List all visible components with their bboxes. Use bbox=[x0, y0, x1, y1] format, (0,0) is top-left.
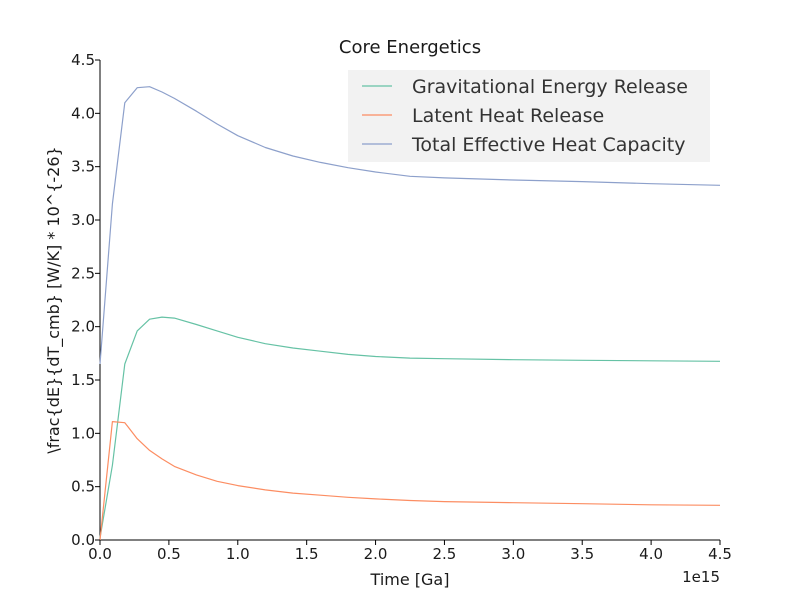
x-axis-offset-label: 1e15 bbox=[682, 568, 720, 586]
legend-entries: Gravitational Energy Release Latent Heat … bbox=[362, 76, 688, 156]
legend-box bbox=[348, 70, 710, 162]
x-tick-label: 0.5 bbox=[157, 545, 181, 563]
y-tick-label: 1.5 bbox=[71, 371, 95, 389]
y-tick-label: 3.5 bbox=[71, 158, 95, 176]
y-tick-label: 4.0 bbox=[71, 104, 95, 122]
x-tick-label: 1.5 bbox=[295, 545, 319, 563]
legend: Gravitational Energy Release Latent Heat … bbox=[348, 70, 710, 162]
x-tick-label: 4.5 bbox=[708, 545, 732, 563]
y-tick-label: 0.0 bbox=[71, 531, 95, 549]
x-tick-label: 3.0 bbox=[501, 545, 525, 563]
series-line-0 bbox=[99, 316, 721, 539]
x-tick-label: 0.0 bbox=[88, 545, 112, 563]
x-tick-label: 2.0 bbox=[364, 545, 388, 563]
x-tick-label: 3.5 bbox=[570, 545, 594, 563]
y-tick-label: 0.5 bbox=[71, 478, 95, 496]
series-line-2 bbox=[99, 86, 721, 365]
legend-label-0: Gravitational Energy Release bbox=[412, 76, 688, 98]
x-tick-group: 0.0 0.5 1.0 1.5 2.0 2.5 3.0 3.5 4.0 4.5 bbox=[88, 540, 732, 563]
y-tick-label: 3.0 bbox=[71, 211, 95, 229]
y-tick-group: 0.0 0.5 1.0 1.5 2.0 2.5 3.0 3.5 4.0 4.5 bbox=[71, 51, 100, 549]
plot-area: 0.0 0.5 1.0 1.5 2.0 2.5 3.0 3.5 4.0 4.5 0.0 0.5 1.0… bbox=[71, 51, 732, 563]
x-tick-label: 4.0 bbox=[639, 545, 663, 563]
chart-title: Core Energetics bbox=[339, 37, 481, 58]
series-layer bbox=[99, 86, 721, 541]
legend-label-2: Total Effective Heat Capacity bbox=[411, 134, 686, 156]
x-axis-label: Time [Ga] bbox=[370, 570, 450, 589]
y-axis-label: \frac{dE}{dT_cmb} [W/K] * 10^{-26} bbox=[44, 146, 64, 453]
y-tick-label: 4.5 bbox=[71, 51, 95, 69]
legend-label-1: Latent Heat Release bbox=[412, 105, 604, 127]
y-tick-label: 2.5 bbox=[71, 264, 95, 282]
y-tick-label: 1.0 bbox=[71, 424, 95, 442]
x-tick-label: 2.5 bbox=[433, 545, 457, 563]
series-line-1 bbox=[99, 421, 721, 541]
x-tick-label: 1.0 bbox=[226, 545, 250, 563]
y-tick-label: 2.0 bbox=[71, 318, 95, 336]
